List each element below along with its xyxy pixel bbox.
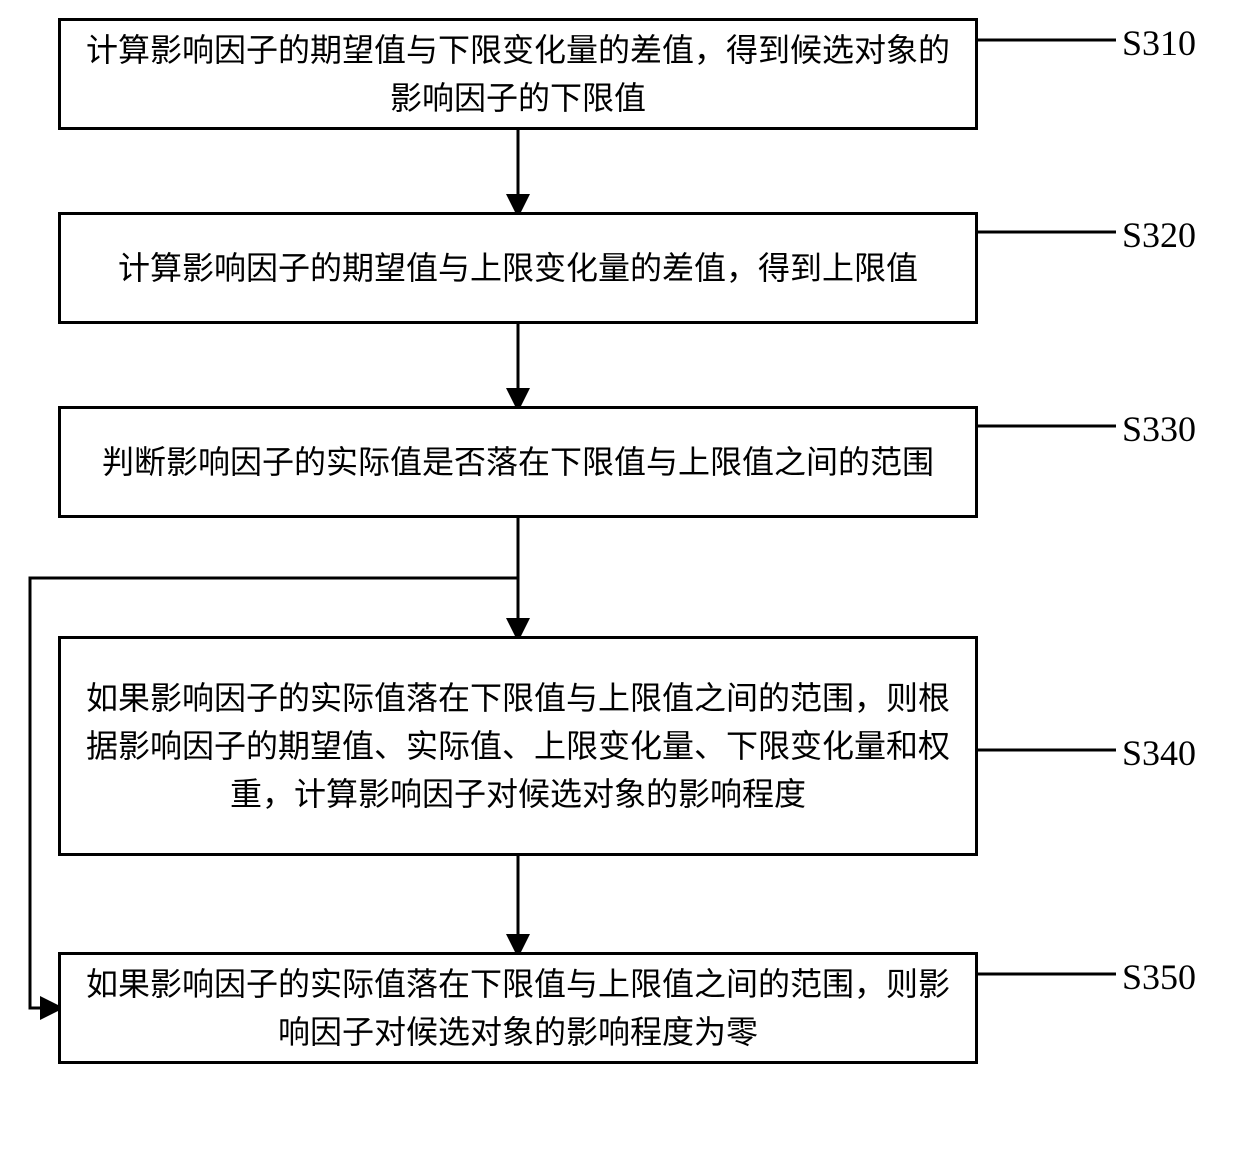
step-label-s320: S320: [1122, 214, 1196, 256]
step-label-s310: S310: [1122, 22, 1196, 64]
flowchart-node-s310: 计算影响因子的期望值与下限变化量的差值，得到候选对象的影响因子的下限值: [58, 18, 978, 130]
node-text: 判断影响因子的实际值是否落在下限值与上限值之间的范围: [102, 438, 934, 486]
flowchart-node-s350: 如果影响因子的实际值落在下限值与上限值之间的范围，则影响因子对候选对象的影响程度…: [58, 952, 978, 1064]
step-label-s350: S350: [1122, 956, 1196, 998]
flowchart-container: 计算影响因子的期望值与下限变化量的差值，得到候选对象的影响因子的下限值计算影响因…: [0, 0, 1240, 1172]
flowchart-node-s320: 计算影响因子的期望值与上限变化量的差值，得到上限值: [58, 212, 978, 324]
node-text: 如果影响因子的实际值落在下限值与上限值之间的范围，则根据影响因子的期望值、实际值…: [81, 674, 955, 818]
flowchart-node-s340: 如果影响因子的实际值落在下限值与上限值之间的范围，则根据影响因子的期望值、实际值…: [58, 636, 978, 856]
node-text: 如果影响因子的实际值落在下限值与上限值之间的范围，则影响因子对候选对象的影响程度…: [81, 960, 955, 1056]
node-text: 计算影响因子的期望值与上限变化量的差值，得到上限值: [118, 244, 918, 292]
step-label-s330: S330: [1122, 408, 1196, 450]
node-text: 计算影响因子的期望值与下限变化量的差值，得到候选对象的影响因子的下限值: [81, 26, 955, 122]
flowchart-node-s330: 判断影响因子的实际值是否落在下限值与上限值之间的范围: [58, 406, 978, 518]
step-label-s340: S340: [1122, 732, 1196, 774]
